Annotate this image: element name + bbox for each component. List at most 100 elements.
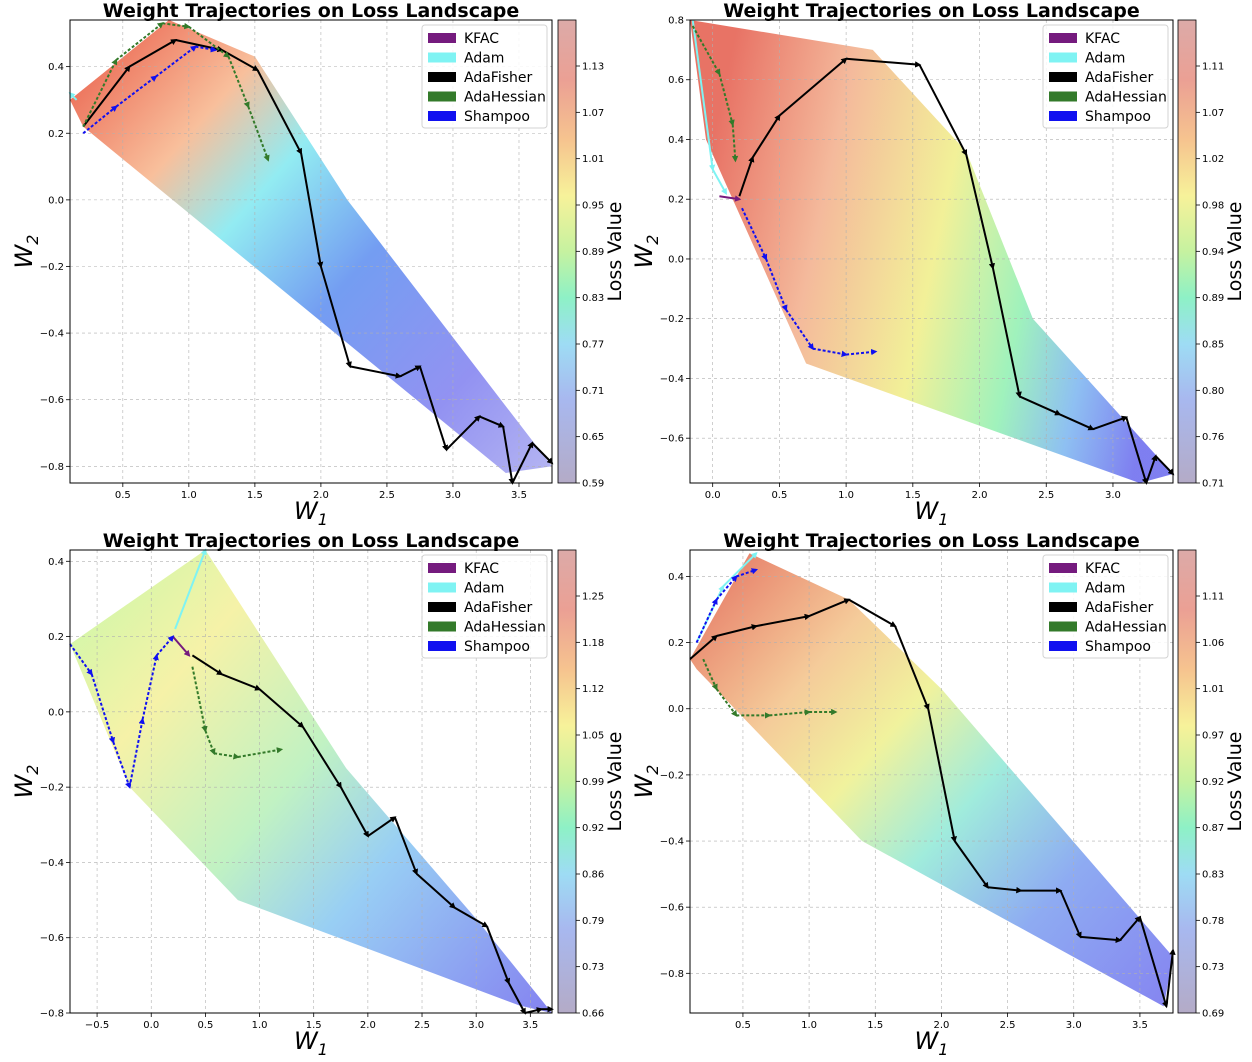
- loss-landscape: [690, 553, 1173, 1007]
- x-axis-label: W1: [294, 1027, 328, 1059]
- legend-box: [421, 24, 548, 129]
- colorbar-tick-label: 1.12: [582, 684, 604, 695]
- trajectory-segment: [765, 258, 788, 312]
- x-tick-label: 1.5: [867, 1020, 883, 1031]
- legend-swatch-adam: [428, 582, 456, 593]
- x-tick-label: 3.5: [511, 490, 527, 501]
- x-tick-label: 2.0: [360, 1020, 376, 1031]
- y-tick-label: −0.2: [40, 783, 64, 794]
- trajectory-segment: [256, 69, 302, 155]
- x-tick-label: 3.0: [1105, 490, 1121, 501]
- trajectory-segment: [1138, 916, 1169, 1009]
- trajectory-kfac: [172, 635, 191, 657]
- axes-frame: [69, 19, 553, 484]
- trajectory-segment: [987, 886, 1023, 894]
- trajectory-shampoo: [82, 45, 218, 135]
- x-tick-label: 1.0: [252, 1020, 268, 1031]
- legend-swatch-adafisher: [428, 72, 456, 82]
- colorbar-tick-label: 0.73: [582, 962, 604, 973]
- trajectory-segment: [479, 415, 505, 428]
- y-axis-subscript: 2: [23, 765, 42, 775]
- trajectory-segment: [1154, 455, 1175, 476]
- colorbar-tick-label: 0.89: [582, 247, 604, 258]
- colorbar-tick-label: 0.99: [582, 777, 604, 788]
- trajectory-segment: [769, 709, 812, 717]
- legend-swatch-adafisher: [428, 602, 456, 612]
- x-tick-label: 1.0: [838, 490, 854, 501]
- legend-swatch-shampoo: [1049, 111, 1077, 121]
- legend-label-adam: Adam: [464, 51, 504, 67]
- colorbar-tick-label: 0.92: [1202, 777, 1224, 788]
- y-tick-label: 0.2: [668, 638, 684, 649]
- trajectory-segment: [191, 666, 208, 733]
- x-axis-subscript: 1: [938, 1040, 948, 1059]
- trajectory-segment: [415, 872, 456, 909]
- colorbar-tick-label: 0.66: [582, 1009, 604, 1020]
- colorbar-tick-label: 0.71: [582, 386, 604, 397]
- trajectory-segment: [128, 39, 178, 68]
- trajectory-segment: [531, 442, 554, 465]
- y-tick-label: −0.2: [660, 314, 684, 325]
- legend-swatch-adam: [428, 52, 456, 63]
- y-tick-label: 0.8: [668, 16, 684, 27]
- y-tick-label: 0.2: [48, 632, 64, 643]
- trajectory-shampoo: [695, 568, 759, 644]
- y-tick-label: −0.6: [40, 933, 64, 944]
- x-tick-label: 3.0: [468, 1020, 484, 1031]
- legend-swatch-adahessian: [1049, 621, 1077, 632]
- colorbar-tick-label: 0.87: [1202, 823, 1224, 834]
- y-tick-label: 0.6: [668, 75, 684, 86]
- x-tick-label: 0.0: [705, 490, 721, 501]
- trajectory-segment: [1119, 915, 1142, 941]
- x-tick-label: 0.5: [115, 490, 131, 501]
- trajectory-segment: [174, 548, 207, 630]
- colorbar-tick-label: 0.98: [1202, 201, 1224, 212]
- y-axis-subscript: 2: [23, 235, 42, 245]
- trajectory-segment: [82, 105, 118, 135]
- legend-swatch-shampoo: [428, 641, 456, 651]
- trajectory-segment: [751, 113, 781, 158]
- trajectory-segment: [1019, 395, 1062, 416]
- legend-label-kfac: KFAC: [1085, 561, 1120, 577]
- plot-title: Weight Trajectories on Loss Landscape: [723, 0, 1140, 22]
- trajectory-segment: [399, 365, 422, 378]
- x-axis-subscript: 1: [318, 1040, 328, 1059]
- x-tick-label: 2.5: [1000, 1020, 1016, 1031]
- colorbar-tick-label: 1.01: [1202, 684, 1224, 695]
- trajectory-segment: [1165, 948, 1176, 1007]
- y-tick-label: −0.4: [660, 374, 684, 385]
- x-tick-label: 3.5: [522, 1020, 538, 1031]
- trajectory-adam: [68, 91, 78, 101]
- trajectory-segment: [695, 597, 718, 644]
- trajectory-segment: [204, 730, 216, 756]
- trajectory-segment: [1059, 890, 1082, 939]
- x-tick-label: 1.5: [247, 490, 263, 501]
- trajectory-segment: [756, 613, 811, 628]
- plot-title: Weight Trajectories on Loss Landscape: [723, 530, 1140, 552]
- colorbar-label: Loss Value: [604, 202, 626, 302]
- colorbar-tick-label: 0.86: [582, 870, 604, 881]
- trajectory-segment: [718, 73, 735, 127]
- legend-swatch-adahessian: [428, 621, 456, 632]
- trajectory-segment: [927, 708, 957, 843]
- trajectory-segment: [258, 688, 305, 729]
- x-tick-label: 0.5: [197, 1020, 213, 1031]
- trajectory-segment: [445, 415, 481, 451]
- legend-label-kfac: KFAC: [1085, 31, 1120, 47]
- colorbar-tick-label: 1.05: [582, 731, 604, 742]
- legend-swatch-shampoo: [428, 111, 456, 121]
- colorbar-tick-label: 0.71: [1202, 479, 1224, 490]
- colorbar-tick-label: 0.73: [1202, 962, 1224, 973]
- x-axis-subscript: 1: [318, 510, 328, 529]
- axes-frame: [69, 549, 553, 1014]
- legend-label-shampoo: Shampoo: [464, 639, 530, 655]
- colorbar-tick-label: 1.11: [1202, 62, 1224, 73]
- colorbar-tick-label: 0.92: [582, 823, 604, 834]
- trajectory-segment: [716, 624, 759, 637]
- x-tick-label: 1.0: [801, 1020, 817, 1031]
- legend-label-adam: Adam: [1085, 51, 1125, 67]
- trajectory-segment: [715, 688, 738, 717]
- y-tick-label: −0.8: [40, 462, 64, 473]
- trajectory-shampoo: [69, 635, 175, 789]
- colorbar-tick-label: 0.77: [582, 340, 604, 351]
